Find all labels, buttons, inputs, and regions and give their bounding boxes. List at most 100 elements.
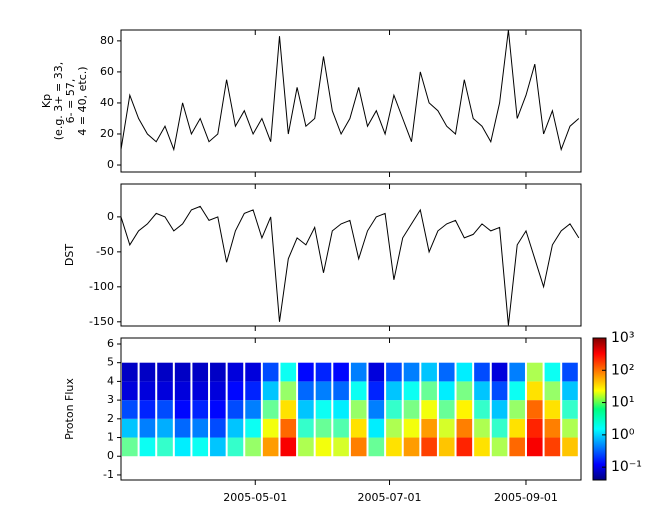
colorbar-tick-label: 10²: [611, 362, 634, 378]
heatmap-cell: [227, 418, 244, 438]
heatmap-cell: [438, 381, 455, 401]
heatmap-cell: [157, 400, 173, 419]
heatmap-cell: [315, 400, 332, 419]
heatmap-cell: [350, 437, 367, 457]
heatmap-cell: [262, 400, 279, 419]
heatmap-cell: [509, 400, 525, 419]
y-axis-label: 4 = 40, etc.): [76, 66, 89, 135]
heatmap-cell: [368, 362, 385, 382]
heatmap-cell: [280, 418, 297, 438]
y-tick-label: -150: [89, 315, 114, 328]
heatmap-cell: [544, 400, 561, 419]
heatmap-cell: [544, 362, 561, 382]
heatmap-cell: [298, 418, 314, 438]
heatmap-cell: [210, 362, 226, 382]
heatmap-cell: [333, 362, 349, 382]
heatmap-cell: [192, 362, 209, 382]
heatmap-cell: [368, 418, 385, 438]
heatmap-cell: [298, 437, 314, 457]
heatmap-cell: [403, 381, 420, 401]
heatmap-cell: [157, 362, 173, 382]
heatmap-cell: [333, 437, 349, 457]
y-tick-label: -1: [103, 468, 114, 481]
heatmap-cell: [227, 400, 244, 419]
heatmap-cell: [386, 437, 402, 457]
heatmap-cell: [174, 400, 191, 419]
heatmap-cell: [456, 362, 473, 382]
heatmap-cell: [315, 362, 332, 382]
heatmap-cell: [280, 381, 297, 401]
plot-frame: [120, 29, 582, 173]
heatmap-cell: [368, 381, 385, 401]
heatmap-cell: [139, 362, 156, 382]
heatmap-cell: [192, 381, 209, 401]
heatmap-cell: [421, 437, 437, 457]
heatmap-cell: [421, 418, 437, 438]
heatmap-cell: [526, 418, 543, 438]
heatmap-cell: [491, 400, 508, 419]
heatmap-cell: [174, 362, 191, 382]
heatmap-cell: [386, 362, 402, 382]
heatmap-cell: [227, 362, 244, 382]
y-axis-label: Kp: [40, 94, 53, 108]
heatmap-cell: [474, 418, 490, 438]
y-tick-label: 0: [107, 449, 114, 462]
heatmap-cell: [526, 400, 543, 419]
heatmap-cell: [333, 400, 349, 419]
heatmap-cell: [421, 362, 437, 382]
heatmap-cell: [139, 437, 156, 457]
heatmap-cell: [262, 418, 279, 438]
heatmap-cell: [157, 437, 173, 457]
heatmap-cell: [174, 437, 191, 457]
heatmap-cell: [280, 400, 297, 419]
heatmap-cell: [509, 381, 525, 401]
heatmap-cell: [298, 362, 314, 382]
heatmap-cell: [421, 400, 437, 419]
heatmap-cell: [245, 381, 261, 401]
y-tick-label: -100: [89, 280, 114, 293]
heatmap-cell: [122, 437, 138, 457]
heatmap-cell: [491, 437, 508, 457]
heatmap-cell: [403, 418, 420, 438]
heatmap-cell: [315, 418, 332, 438]
y-axis-label: DST: [63, 244, 76, 266]
heatmap-cell: [210, 400, 226, 419]
heatmap-cell: [474, 362, 490, 382]
heatmap-cell: [227, 381, 244, 401]
heatmap-cell: [474, 400, 490, 419]
heatmap-cell: [122, 418, 138, 438]
y-tick-label: -50: [96, 245, 114, 258]
heatmap-cell: [368, 437, 385, 457]
heatmap-cell: [562, 400, 578, 419]
heatmap-cell: [544, 437, 561, 457]
colorbar: [592, 337, 607, 481]
heatmap-cell: [298, 381, 314, 401]
heatmap-cell: [262, 437, 279, 457]
x-tick-label: 2005-09-01: [494, 491, 558, 504]
heatmap-cell: [386, 400, 402, 419]
heatmap-cell: [526, 362, 543, 382]
heatmap-cell: [157, 418, 173, 438]
heatmap-cell: [139, 418, 156, 438]
y-axis-label: (e.g. 3+ = 33,: [52, 62, 65, 140]
heatmap-cell: [438, 418, 455, 438]
heatmap-cell: [456, 418, 473, 438]
y-axis-label: 6- = 57,: [64, 79, 77, 124]
y-tick-label: 20: [100, 127, 114, 140]
heatmap-cell: [403, 437, 420, 457]
y-tick-label: 60: [100, 65, 114, 78]
colorbar-tick-label: 10⁰: [611, 427, 635, 443]
heatmap-cell: [474, 437, 490, 457]
colorbar-tick-label: 10⁻¹: [611, 459, 642, 475]
y-tick-label: 0: [107, 158, 114, 171]
heatmap-cell: [474, 381, 490, 401]
heatmap-cell: [421, 381, 437, 401]
y-tick-label: 40: [100, 96, 114, 109]
y-tick-label: 1: [107, 431, 114, 444]
heatmap-cell: [544, 381, 561, 401]
y-tick-label: 5: [107, 356, 114, 369]
y-tick-label: 80: [100, 34, 114, 47]
heatmap-cell: [562, 362, 578, 382]
colorbar-tick-label: 10³: [611, 330, 634, 346]
heatmap-cell: [456, 381, 473, 401]
